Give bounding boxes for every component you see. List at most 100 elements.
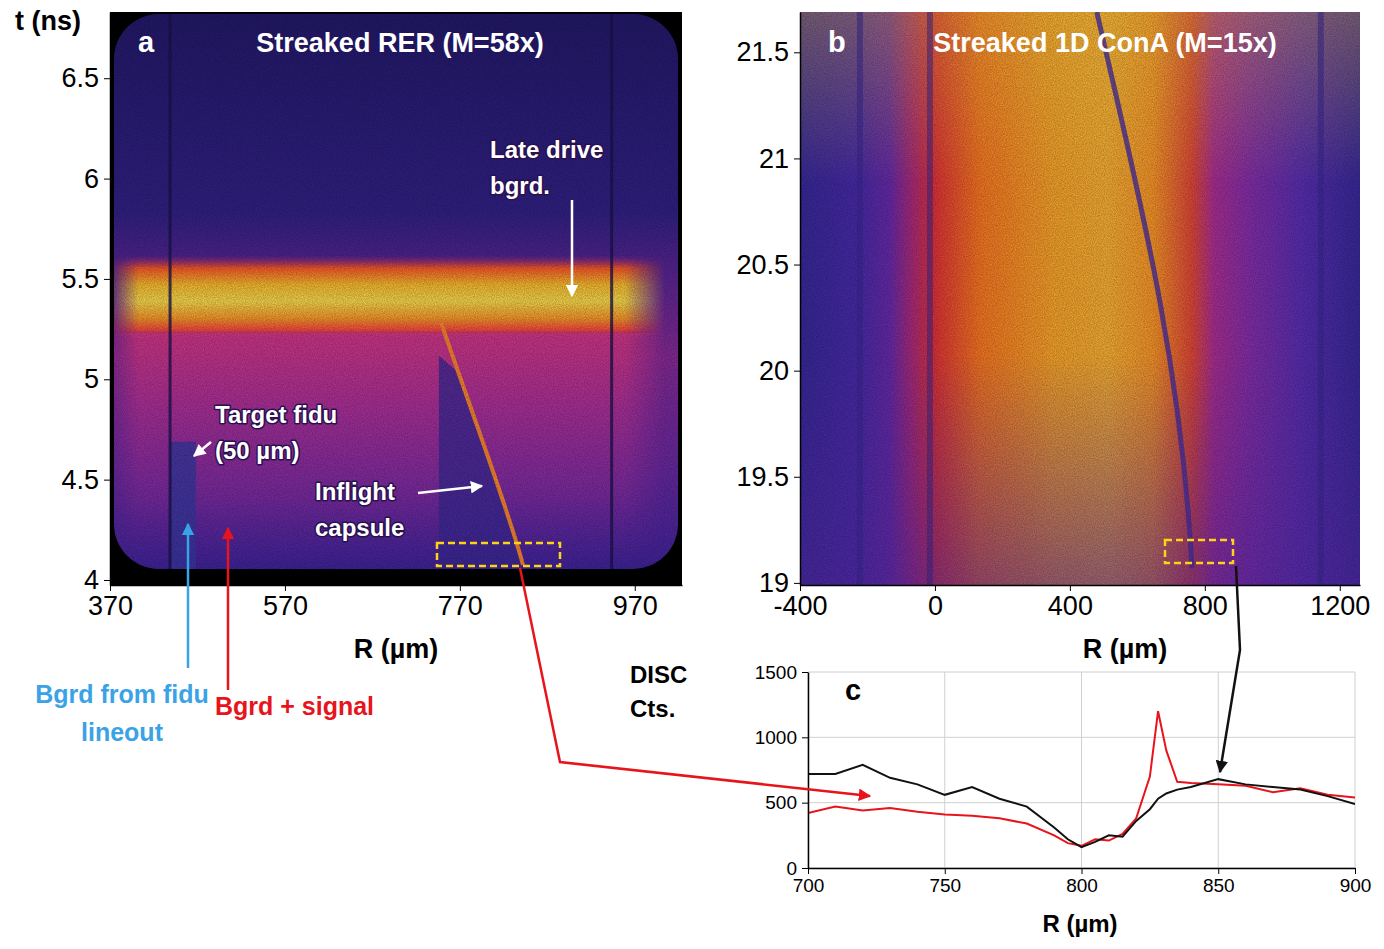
tick: 570 xyxy=(263,585,308,621)
tick-mark xyxy=(110,585,111,591)
image-ground xyxy=(114,14,678,569)
tick: 800 xyxy=(1183,585,1228,621)
panel-label: b xyxy=(828,26,846,58)
tick: 20.5 xyxy=(736,250,800,280)
grid-line xyxy=(808,672,1355,673)
panel: -400040080012001919.52020.52121.5bStreak… xyxy=(736,12,1370,664)
tick-label: 20 xyxy=(759,356,789,386)
annotation: Late drive bgrd. xyxy=(490,136,603,199)
grid xyxy=(808,672,1355,868)
tick-label: 500 xyxy=(765,792,797,813)
tick-mark xyxy=(794,477,800,478)
tick-label: 800 xyxy=(1066,875,1098,896)
annotation: Inflightcapsule xyxy=(315,478,404,541)
grid-line xyxy=(1081,672,1082,868)
tick-label: 20.5 xyxy=(736,250,789,280)
tick-label: 6.5 xyxy=(61,63,99,93)
x-axis: 370 570 770 970 xyxy=(88,585,683,621)
tick-mark xyxy=(802,868,808,869)
panel-title: Streaked RER (M=58x) xyxy=(256,28,543,58)
y-axis-title: t (ns) xyxy=(15,6,81,36)
annotation-arrow xyxy=(571,200,574,296)
tick-label: 850 xyxy=(1203,875,1235,896)
tick: 6.5 xyxy=(61,63,110,93)
annotation: Bgrd from fidu lineout xyxy=(35,680,209,746)
grid-line xyxy=(808,802,1355,803)
text-line: Bgrd + signal xyxy=(215,692,374,720)
tick-label: 4 xyxy=(84,565,99,595)
tick-label: 800 xyxy=(1183,591,1228,621)
grid-line xyxy=(1355,672,1356,868)
text-line: (50 µm) xyxy=(215,437,300,464)
text-line: Target fidu xyxy=(215,401,337,428)
tick: 770 xyxy=(438,585,483,621)
plot-area xyxy=(808,711,1355,847)
tick-mark xyxy=(794,52,800,53)
tick: 20 xyxy=(759,356,800,386)
overlay xyxy=(437,540,1240,796)
tick-mark xyxy=(285,585,286,591)
tick: 0 xyxy=(786,858,808,879)
panel-title: Streaked 1D ConA (M=15x) xyxy=(933,28,1276,58)
tick-label: 5 xyxy=(84,364,99,394)
image-grain xyxy=(114,14,678,569)
series-layer xyxy=(808,711,1355,847)
axis-line xyxy=(111,585,683,587)
tick: 19.5 xyxy=(736,462,800,492)
tick-label: 0 xyxy=(786,858,797,879)
grid-line xyxy=(808,737,1355,738)
tick: 4 xyxy=(84,565,110,595)
tick-label: 400 xyxy=(1048,591,1093,621)
tick: 970 xyxy=(613,585,658,621)
tick: 850 xyxy=(1203,868,1235,896)
tick-label: 370 xyxy=(88,591,133,621)
streak-image xyxy=(800,12,1360,585)
tick-mark xyxy=(1355,868,1356,874)
tick-mark xyxy=(635,585,636,591)
grid-line xyxy=(1218,672,1219,868)
tick-label: 900 xyxy=(1340,875,1372,896)
text-line: Bgrd from fidu xyxy=(35,680,209,708)
annotation-arrow xyxy=(187,524,190,668)
figure: 37057077097044.555.566.5aStreaked RER (M… xyxy=(0,0,1384,949)
image-grain xyxy=(800,12,1360,585)
text-line: DISC xyxy=(630,661,687,688)
image-layer xyxy=(110,12,682,585)
tick: 19 xyxy=(759,568,800,598)
text-line: bgrd. xyxy=(490,172,550,199)
tick-label: 1500 xyxy=(755,662,797,683)
tick-mark xyxy=(808,868,809,874)
image-layer xyxy=(800,12,1360,585)
tick-mark xyxy=(794,583,800,584)
tick-mark xyxy=(1218,868,1219,874)
tick: 500 xyxy=(765,792,808,813)
tick: 0 xyxy=(928,585,943,621)
text-line: Inflight xyxy=(315,478,395,505)
tick: 900 xyxy=(1340,868,1372,896)
axis-line xyxy=(801,585,1361,587)
x-axis: -40004008001200 xyxy=(773,585,1370,621)
annotation-arrow xyxy=(418,486,482,493)
tick-label: 0 xyxy=(928,591,943,621)
x-axis-title: R (µm) xyxy=(1083,634,1168,664)
text-line: t (ns) xyxy=(15,6,81,36)
tick-mark xyxy=(1205,585,1206,591)
tick-label: 750 xyxy=(929,875,961,896)
data-line xyxy=(808,765,1355,847)
tick: 4.5 xyxy=(61,465,110,495)
tick-mark xyxy=(1340,585,1341,591)
axis-line xyxy=(808,673,810,869)
tick-mark xyxy=(802,737,808,738)
tick: 1000 xyxy=(755,727,808,748)
y-axis: 44.555.566.5 xyxy=(61,13,110,596)
lineout-region xyxy=(437,543,560,566)
lineout-region xyxy=(1165,540,1233,563)
text-line: Late drive xyxy=(490,136,603,163)
tick: 400 xyxy=(1048,585,1093,621)
axis-line xyxy=(110,13,112,586)
tick-mark xyxy=(460,585,461,591)
text-line: lineout xyxy=(81,718,164,746)
tick-mark xyxy=(1082,868,1083,874)
image-ground xyxy=(800,12,1360,585)
tick-mark xyxy=(104,179,110,180)
